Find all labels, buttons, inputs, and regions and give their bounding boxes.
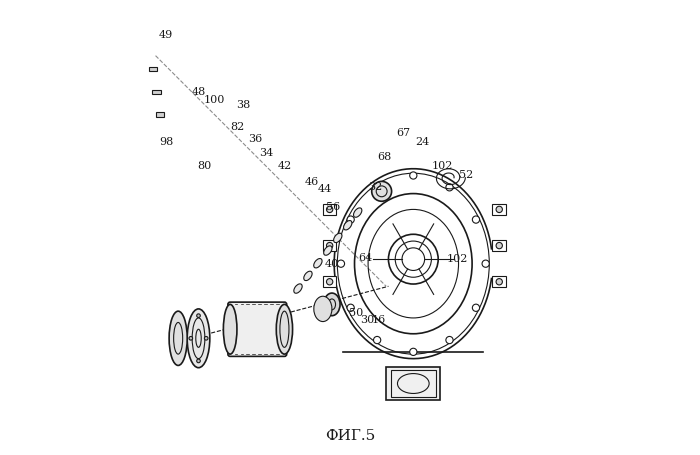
Circle shape bbox=[374, 336, 381, 344]
Ellipse shape bbox=[294, 284, 302, 293]
Ellipse shape bbox=[354, 208, 362, 217]
Circle shape bbox=[347, 304, 354, 311]
Circle shape bbox=[326, 278, 332, 285]
Text: 100: 100 bbox=[204, 95, 225, 105]
Text: 49: 49 bbox=[159, 30, 173, 40]
Circle shape bbox=[473, 216, 480, 223]
Text: 42: 42 bbox=[277, 162, 292, 172]
Circle shape bbox=[204, 337, 208, 340]
Text: 67: 67 bbox=[396, 127, 410, 137]
Ellipse shape bbox=[314, 258, 322, 268]
Bar bbox=[493, 276, 506, 288]
Bar bbox=[149, 67, 158, 71]
Circle shape bbox=[473, 304, 480, 311]
Circle shape bbox=[197, 359, 200, 363]
Circle shape bbox=[347, 216, 354, 223]
Text: 38: 38 bbox=[237, 101, 251, 111]
Circle shape bbox=[189, 337, 192, 340]
Bar bbox=[323, 204, 337, 215]
Text: 32: 32 bbox=[368, 182, 382, 192]
Text: 64: 64 bbox=[358, 253, 373, 263]
Circle shape bbox=[374, 184, 381, 191]
Ellipse shape bbox=[323, 246, 332, 255]
Text: 80: 80 bbox=[197, 162, 211, 172]
Bar bbox=[153, 90, 160, 94]
Circle shape bbox=[496, 243, 503, 249]
Text: 52: 52 bbox=[459, 171, 473, 181]
Text: 46: 46 bbox=[304, 177, 318, 187]
Ellipse shape bbox=[223, 304, 237, 354]
Text: 24: 24 bbox=[415, 136, 430, 147]
Circle shape bbox=[446, 184, 453, 191]
Text: 82: 82 bbox=[231, 122, 245, 132]
Text: 50: 50 bbox=[349, 308, 363, 318]
Circle shape bbox=[197, 314, 200, 318]
Circle shape bbox=[446, 336, 453, 344]
Bar bbox=[156, 112, 164, 116]
Circle shape bbox=[410, 172, 417, 179]
Circle shape bbox=[326, 243, 332, 249]
Circle shape bbox=[496, 278, 503, 285]
Ellipse shape bbox=[276, 304, 293, 354]
Ellipse shape bbox=[334, 233, 342, 243]
Circle shape bbox=[496, 206, 503, 212]
Ellipse shape bbox=[169, 311, 187, 365]
Bar bbox=[323, 276, 337, 288]
Circle shape bbox=[372, 182, 391, 201]
Text: 40: 40 bbox=[325, 259, 339, 269]
FancyBboxPatch shape bbox=[228, 302, 287, 356]
Bar bbox=[386, 367, 440, 400]
Text: 30: 30 bbox=[360, 315, 374, 325]
Bar bbox=[493, 240, 506, 251]
Bar bbox=[323, 240, 337, 251]
Text: 44: 44 bbox=[318, 184, 332, 194]
Text: 102: 102 bbox=[432, 162, 454, 172]
Text: 98: 98 bbox=[160, 136, 174, 147]
Ellipse shape bbox=[314, 296, 332, 322]
Text: 34: 34 bbox=[259, 148, 274, 158]
Text: 68: 68 bbox=[378, 152, 392, 162]
Bar bbox=[391, 370, 436, 397]
Circle shape bbox=[337, 260, 344, 267]
Ellipse shape bbox=[344, 221, 352, 230]
Text: 36: 36 bbox=[248, 134, 262, 144]
Ellipse shape bbox=[304, 271, 312, 281]
Ellipse shape bbox=[324, 293, 340, 316]
Text: 16: 16 bbox=[372, 315, 386, 325]
Circle shape bbox=[326, 206, 332, 212]
Text: 56: 56 bbox=[326, 202, 340, 212]
Text: 48: 48 bbox=[191, 87, 206, 97]
Text: 102: 102 bbox=[447, 254, 468, 264]
Circle shape bbox=[482, 260, 489, 267]
Bar bbox=[493, 204, 506, 215]
Text: ФИГ.5: ФИГ.5 bbox=[325, 429, 375, 443]
Ellipse shape bbox=[187, 309, 210, 368]
Circle shape bbox=[410, 348, 417, 355]
